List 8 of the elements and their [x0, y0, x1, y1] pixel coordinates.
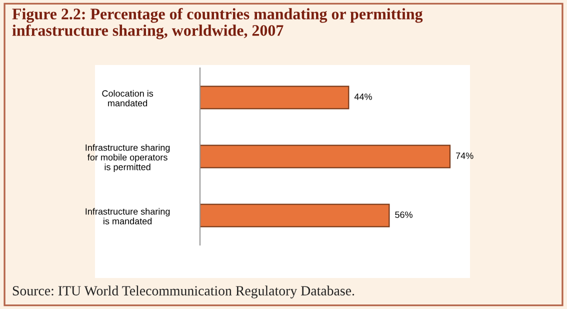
y-tick-label: Infrastructure sharing is mandated	[86, 208, 170, 224]
data-label: 44%	[354, 94, 372, 100]
source-note: Source: ITU World Telecommunication Regulatory Database.	[12, 286, 354, 298]
chart-title: Figure 2.2: Percentage of countries mandating or permitting infrastructure sharing, worldwide, 2007	[12, 8, 423, 40]
data-label: 56%	[395, 212, 412, 218]
y-tick-label: Infrastructure sharing for mobile operators is permitted	[86, 144, 170, 172]
data-label: 74%	[456, 152, 474, 159]
y-tick-label: Colocation is mandated	[102, 90, 154, 106]
